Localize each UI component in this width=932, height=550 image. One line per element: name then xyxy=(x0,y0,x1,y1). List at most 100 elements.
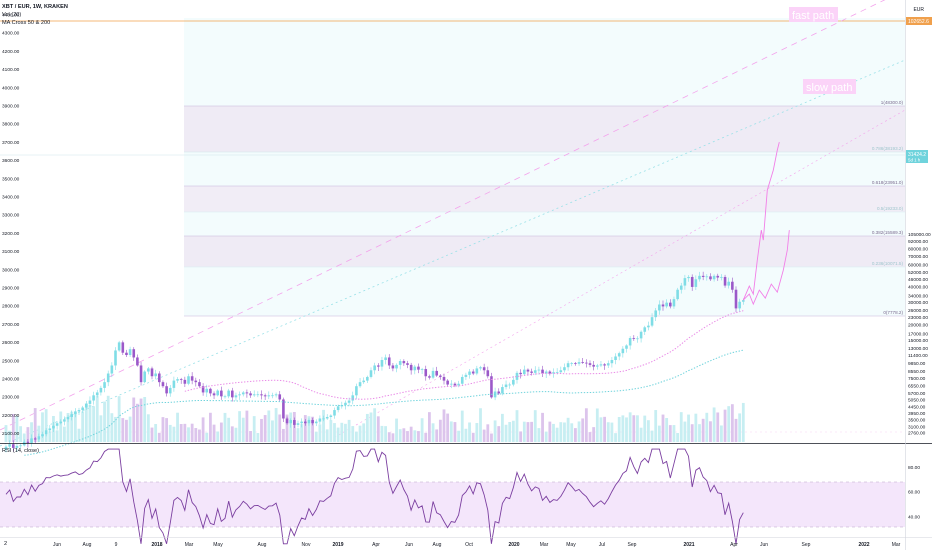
volume-bar xyxy=(260,418,263,442)
candle xyxy=(585,362,588,364)
right-axis-tick: 20000.00 xyxy=(908,322,928,328)
slow-path-line xyxy=(742,230,790,306)
candle xyxy=(606,363,610,366)
volume-bar xyxy=(548,421,552,442)
ma-indicator-label[interactable]: MA Cross 50 & 200 xyxy=(2,19,51,26)
candle xyxy=(260,394,263,396)
candle xyxy=(406,363,409,365)
left-axis-tick: 4200.00 xyxy=(2,49,20,55)
zone-light-2 xyxy=(184,212,905,236)
candle xyxy=(398,361,402,365)
candle xyxy=(570,363,574,365)
candle xyxy=(723,276,727,286)
candle xyxy=(278,394,282,400)
hline-price-tag xyxy=(906,17,932,25)
candle xyxy=(464,374,468,377)
candle xyxy=(161,382,165,387)
volume-bar xyxy=(501,413,504,442)
volume-bar xyxy=(672,425,676,442)
volume-bar xyxy=(581,418,585,442)
volume-bar xyxy=(639,427,643,442)
candle xyxy=(716,275,720,278)
volume-bar xyxy=(515,410,519,442)
volume-bar xyxy=(577,421,581,442)
volume-bar xyxy=(234,427,238,442)
left-axis-tick: 3200.00 xyxy=(2,231,20,237)
candle xyxy=(245,392,249,394)
candle xyxy=(508,384,511,386)
candle xyxy=(698,275,701,280)
right-axis-tick: 34000.00 xyxy=(908,293,928,299)
candle xyxy=(647,325,650,328)
volume-bar xyxy=(628,412,632,442)
volume-bar xyxy=(614,433,617,442)
volume-bar xyxy=(303,415,307,442)
candle xyxy=(249,393,252,396)
volume-bar xyxy=(358,425,362,442)
right-axis-tick: 8550.00 xyxy=(908,369,926,375)
candle xyxy=(672,299,676,307)
x-axis-tick: Jun xyxy=(405,542,413,548)
right-axis-tick: 105000.00 xyxy=(908,232,931,238)
volume-bar xyxy=(274,408,278,442)
volume-bar xyxy=(438,419,442,442)
volume-bar xyxy=(165,418,168,442)
rsi-indicator-label[interactable]: RSI (14, close) xyxy=(2,448,39,454)
fib-label-0382: 0.382(15589.3) xyxy=(872,230,904,235)
left-axis: 4400.00 4300.00 4200.00 4100.00 4000.00 3900.… xyxy=(2,13,20,438)
volume-bar xyxy=(475,423,479,442)
candle xyxy=(198,382,201,387)
left-axis-tick: 2400.00 xyxy=(2,377,20,383)
volume-bar xyxy=(333,423,336,442)
candle xyxy=(731,281,734,290)
left-axis-tick: 2300.00 xyxy=(2,395,20,401)
volume-bar xyxy=(643,415,647,442)
candle xyxy=(77,410,81,412)
candle xyxy=(128,349,132,356)
symbol-title[interactable]: XBT / EUR, 1W, KRAKEN xyxy=(2,4,68,10)
left-axis-tick: 2900.00 xyxy=(2,286,20,292)
volume-bar xyxy=(314,431,318,442)
candle xyxy=(712,275,716,280)
volume-bar xyxy=(595,408,599,442)
volume-bar xyxy=(125,419,128,442)
volume-bar xyxy=(446,413,450,442)
candle xyxy=(592,364,595,367)
candle xyxy=(559,370,563,373)
volume-bar xyxy=(654,410,658,442)
hline-price-label: 102652.6 xyxy=(908,19,929,25)
left-axis-tick: 2500.00 xyxy=(2,358,20,364)
volume-bar xyxy=(143,397,147,442)
right-axis-tick: 60000.00 xyxy=(908,262,928,268)
candle xyxy=(234,395,238,398)
volume-bar xyxy=(398,429,402,442)
candle xyxy=(460,376,464,384)
left-axis-tick: 3900.00 xyxy=(2,104,20,110)
volume-bar xyxy=(522,421,526,442)
volume-bar xyxy=(128,416,132,442)
candle xyxy=(66,416,70,420)
candle xyxy=(179,379,183,380)
volume-bar xyxy=(431,423,435,442)
volume-bar xyxy=(599,417,603,442)
volume-bar xyxy=(369,412,373,442)
candle xyxy=(37,436,41,440)
volume-bar xyxy=(570,423,574,442)
fib-label-05: 0.5(19233.0) xyxy=(877,206,904,211)
panel-marker: 2 xyxy=(4,541,8,547)
volume-bar xyxy=(55,430,59,442)
volume-bar xyxy=(464,428,468,442)
candle xyxy=(384,357,387,361)
ma50-line xyxy=(184,310,744,400)
volume-bar xyxy=(336,427,340,442)
volume-bar xyxy=(44,409,48,442)
candle xyxy=(720,276,723,278)
candle xyxy=(526,369,530,372)
right-axis-tick: 3950.00 xyxy=(908,411,926,417)
candle xyxy=(431,370,435,378)
candle xyxy=(362,380,365,383)
candle xyxy=(727,281,730,286)
candle xyxy=(74,411,77,415)
vol-indicator-label[interactable]: Vol (20) xyxy=(2,12,22,18)
